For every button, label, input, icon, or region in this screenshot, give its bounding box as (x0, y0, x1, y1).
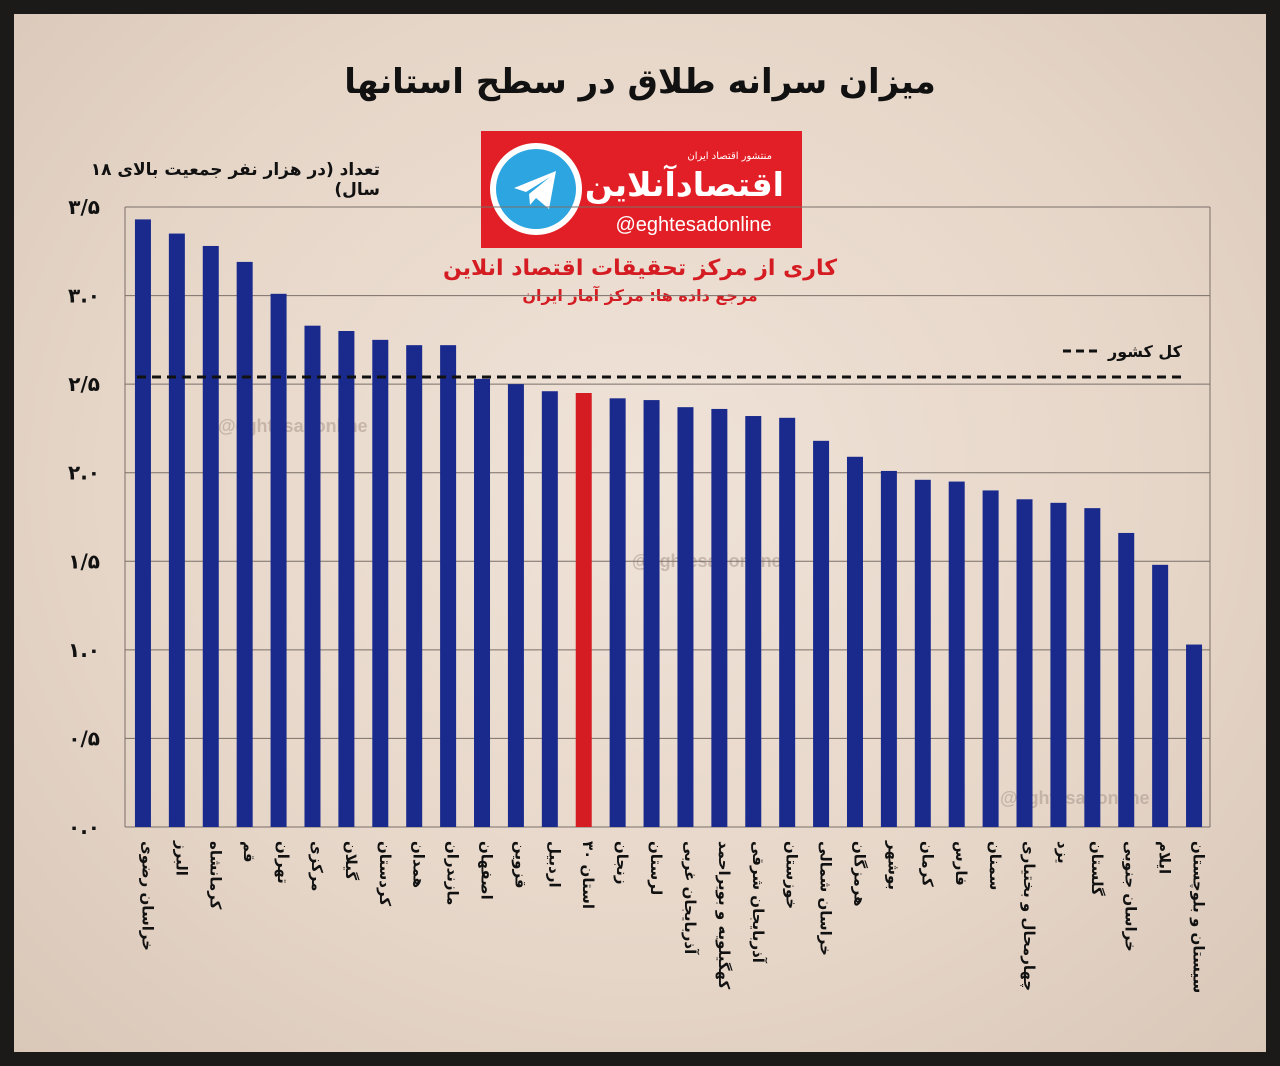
watermark: @eghtesadonline (1000, 788, 1150, 808)
logo-handle: @eghtesadonline (615, 214, 772, 236)
category-label: یزد (1054, 841, 1072, 864)
bar (677, 407, 694, 827)
category-label: قزوین (511, 841, 529, 889)
category-label: سمنان (986, 841, 1004, 890)
bar (575, 393, 592, 827)
y-tick-label: ۳/۵ (68, 195, 100, 219)
y-tick-label: ۳.۰ (68, 284, 100, 308)
y-tick-label: ۱.۰ (68, 638, 100, 662)
bar (134, 219, 151, 827)
category-label: خراسان شمالی (817, 841, 835, 956)
y-tick-label: ۰.۰ (68, 815, 100, 839)
bar (507, 384, 524, 827)
bar (643, 400, 660, 827)
category-label: اردبیل (545, 841, 563, 888)
bar (304, 325, 321, 827)
y-tick-label: ۱/۵ (68, 549, 100, 573)
bar (982, 490, 999, 827)
category-label: گلستان (1088, 841, 1106, 896)
category-label: مرکزی (308, 841, 326, 891)
category-label: کرمان (918, 841, 936, 887)
telegram-icon (490, 143, 582, 235)
logo-subtitle: منتشور اقتصاد ایران (687, 151, 772, 162)
bar (1084, 508, 1101, 827)
bar (168, 233, 185, 828)
bar (236, 261, 253, 827)
bar (270, 293, 287, 827)
category-label: چهارمحال و بختیاری (1019, 841, 1038, 991)
category-label: خراسان رضوی (138, 841, 156, 951)
category-label: کهگیلویه و بویراحمد (715, 841, 733, 989)
category-label: فارس (952, 841, 970, 886)
category-label: قم (240, 841, 258, 863)
category-label: آذربایجان شرقی (749, 841, 767, 964)
bar (813, 440, 830, 827)
category-label: تهران (274, 841, 292, 884)
bar (1118, 532, 1135, 827)
category-label: ایلام (1156, 841, 1174, 874)
bar (914, 479, 931, 827)
bar (440, 345, 457, 827)
bar (202, 245, 219, 827)
bar (338, 331, 355, 827)
bar (779, 417, 796, 827)
bar (1186, 644, 1203, 827)
y-axis-label: تعداد (در هزار نفر جمعیت بالای ۱۸ سال) (90, 160, 380, 200)
category-label: خراسان جنوبی (1122, 841, 1140, 952)
category-label: خوزستان (783, 841, 801, 909)
category-label: همدان (410, 841, 428, 888)
category-label: البرز (172, 840, 190, 876)
bar (372, 339, 389, 827)
bar (541, 391, 558, 827)
bar (745, 416, 762, 827)
brand-logo: منتشور اقتصاد ایران اقتصادآنلاین @eghtes… (481, 131, 802, 248)
category-label: لرستان (647, 841, 665, 895)
legend-label: کل کشور (1107, 342, 1183, 361)
bar (609, 398, 626, 827)
category-label: گیلان (342, 841, 360, 880)
bar (1152, 564, 1169, 827)
category-label: ۳۰ استان (579, 841, 597, 909)
credit-line: کاری از مرکز تحقیقات اقتصاد انلاین (442, 256, 838, 281)
bar (880, 470, 897, 827)
y-tick-label: ۰/۵ (68, 726, 100, 750)
category-label: هرمزگان (850, 841, 868, 907)
bar (948, 481, 965, 827)
chart-title: میزان سرانه طلاق در سطح استانها (344, 62, 936, 102)
category-label: اصفهان (478, 841, 496, 900)
category-label: مازندران (444, 841, 462, 905)
logo-name: اقتصادآنلاین (584, 165, 785, 204)
category-label: زنجان (613, 841, 631, 885)
category-label: کرمانشاه (206, 841, 224, 910)
bar (474, 378, 491, 827)
category-label: کردستان (376, 841, 394, 906)
y-tick-label: ۲.۰ (68, 461, 100, 485)
bar (1050, 502, 1067, 827)
category-label: آذربایجان غربی (681, 841, 699, 955)
bar (1016, 499, 1033, 827)
bar (846, 456, 863, 827)
watermark: @eghtesadonline (218, 416, 368, 436)
y-tick-label: ۲/۵ (68, 372, 100, 396)
category-label: سیستان و بلوچستان (1189, 841, 1208, 993)
bar (406, 345, 423, 827)
category-label: بوشهر (884, 840, 902, 890)
bar (711, 408, 728, 827)
